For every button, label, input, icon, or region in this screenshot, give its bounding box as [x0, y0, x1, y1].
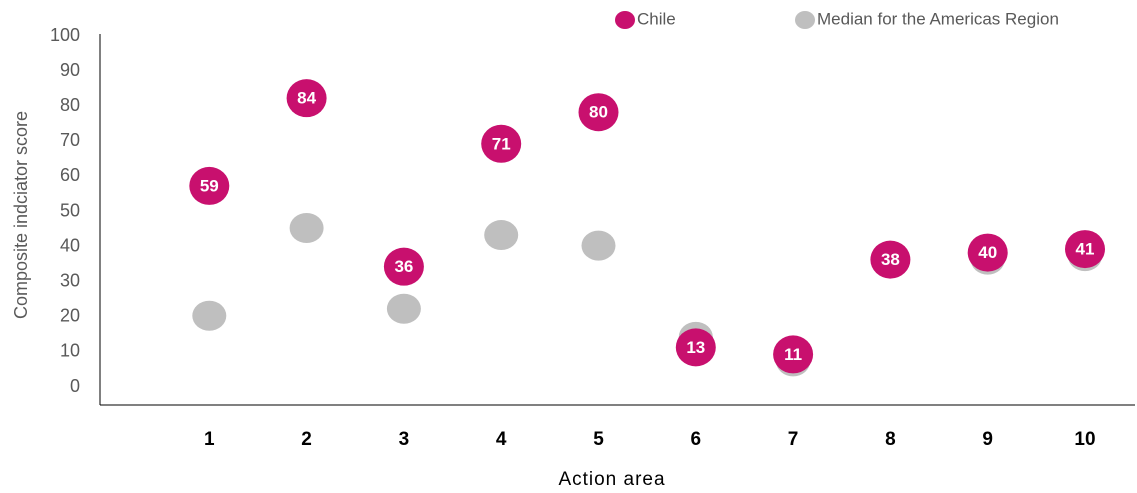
y-tick-label: 10	[60, 341, 80, 361]
dot	[189, 166, 230, 205]
x-tick-label: 3	[399, 429, 410, 450]
legend-label: Median for the Americas Region	[817, 9, 1059, 28]
dot	[289, 213, 324, 244]
dot	[967, 233, 1008, 272]
y-tick-label: 50	[60, 200, 80, 220]
x-tick-label: 4	[496, 429, 507, 450]
dot	[675, 328, 716, 367]
x-tick-label: 5	[593, 429, 604, 450]
y-tick-label: 0	[70, 376, 80, 396]
dot	[383, 247, 424, 286]
y-tick-label: 20	[60, 306, 80, 326]
dot	[1065, 230, 1105, 269]
x-tick-label: 1	[204, 429, 215, 450]
dot	[286, 79, 327, 118]
dot	[481, 124, 522, 163]
x-tick-label: 7	[788, 429, 799, 450]
x-tick-label: 8	[885, 429, 896, 450]
y-tick-label: 100	[50, 25, 80, 45]
y-tick-label: 30	[60, 270, 80, 290]
data-label: 36	[394, 257, 413, 276]
dot	[386, 293, 421, 324]
x-tick-label: 6	[691, 429, 702, 450]
legend-marker	[615, 11, 635, 29]
dot	[484, 220, 519, 251]
data-label: 84	[297, 89, 316, 108]
dot	[773, 335, 814, 374]
data-label: 71	[492, 134, 511, 153]
x-axis-title: Action area	[558, 469, 665, 490]
y-tick-label: 70	[60, 130, 80, 150]
x-tick-label: 9	[982, 429, 993, 450]
data-label: 41	[1076, 240, 1095, 259]
legend-label: Chile	[637, 9, 676, 28]
dot	[870, 240, 911, 279]
data-label: 59	[200, 176, 219, 195]
data-label: 11	[784, 345, 802, 364]
dot	[581, 230, 616, 261]
legend-marker	[795, 11, 815, 29]
y-axis-title: Composite indciator score	[11, 111, 31, 319]
data-label: 38	[881, 250, 900, 269]
y-tick-label: 90	[60, 60, 80, 80]
y-tick-label: 60	[60, 165, 80, 185]
data-label: 80	[589, 103, 608, 122]
y-tick-label: 80	[60, 95, 80, 115]
dot	[192, 300, 227, 331]
x-tick-label: 2	[301, 429, 312, 450]
data-label: 13	[686, 338, 705, 357]
dot	[578, 93, 619, 132]
x-tick-label: 10	[1074, 429, 1095, 450]
y-tick-label: 40	[60, 235, 80, 255]
data-label: 40	[978, 243, 997, 262]
